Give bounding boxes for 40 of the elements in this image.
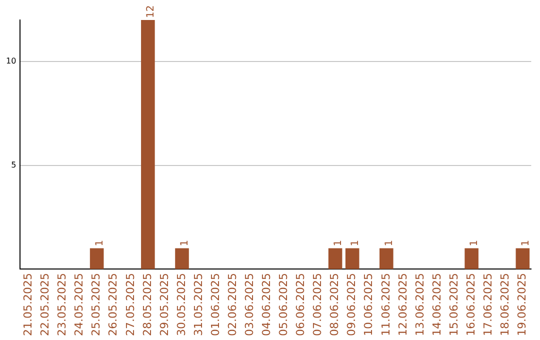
x-tick-label: 18.06.2025: [498, 273, 512, 336]
x-tick-label: 05.06.2025: [277, 273, 290, 336]
x-tick-label: 03.06.2025: [242, 273, 256, 336]
x-tick-label: 26.05.2025: [106, 273, 120, 336]
x-tick-label: 04.06.2025: [260, 273, 274, 336]
x-tick-label: 28.05.2025: [140, 273, 154, 336]
x-tick-label: 16.06.2025: [464, 273, 478, 336]
x-tick-label: 21.05.2025: [22, 273, 35, 336]
x-tick-label: 10.06.2025: [362, 273, 376, 336]
data-label: 1: [384, 240, 395, 246]
x-tick-label: 19.06.2025: [516, 273, 529, 336]
x-tick-label: 17.06.2025: [481, 273, 494, 336]
x-tick-label: 13.06.2025: [413, 273, 426, 336]
x-tick-label: 08.06.2025: [328, 273, 342, 336]
x-tick-label: 25.05.2025: [90, 273, 103, 336]
data-label: 1: [180, 240, 191, 246]
x-tick-label: 12.06.2025: [396, 273, 410, 336]
x-tick-label: 09.06.2025: [345, 273, 358, 336]
x-tick-label: 02.06.2025: [226, 273, 239, 336]
x-tick-label: 31.05.2025: [192, 273, 205, 336]
x-tick-label: 07.06.2025: [311, 273, 324, 336]
y-tick-label: 5: [11, 160, 16, 170]
data-label: 1: [94, 240, 106, 246]
data-label: 1: [332, 240, 344, 246]
data-label: 1: [469, 240, 480, 246]
x-tick-label: 22.05.2025: [38, 273, 52, 336]
x-tick-label: 01.06.2025: [208, 273, 222, 336]
x-tick-label: 29.05.2025: [158, 273, 171, 336]
data-label: 1: [350, 240, 361, 246]
x-tick-label: 24.05.2025: [72, 273, 86, 336]
x-tick-label: 15.06.2025: [447, 273, 460, 336]
x-tick-label: 11.06.2025: [379, 273, 392, 336]
data-label: 1: [520, 240, 532, 246]
x-tick-label: 14.06.2025: [430, 273, 444, 336]
y-tick-label: 10: [6, 56, 16, 66]
x-tick-label: 27.05.2025: [124, 273, 137, 336]
data-label: 12: [146, 5, 157, 18]
x-tick-label: 23.05.2025: [56, 273, 69, 336]
x-tick-label: 06.06.2025: [294, 273, 308, 336]
x-tick-label: 30.05.2025: [174, 273, 188, 336]
